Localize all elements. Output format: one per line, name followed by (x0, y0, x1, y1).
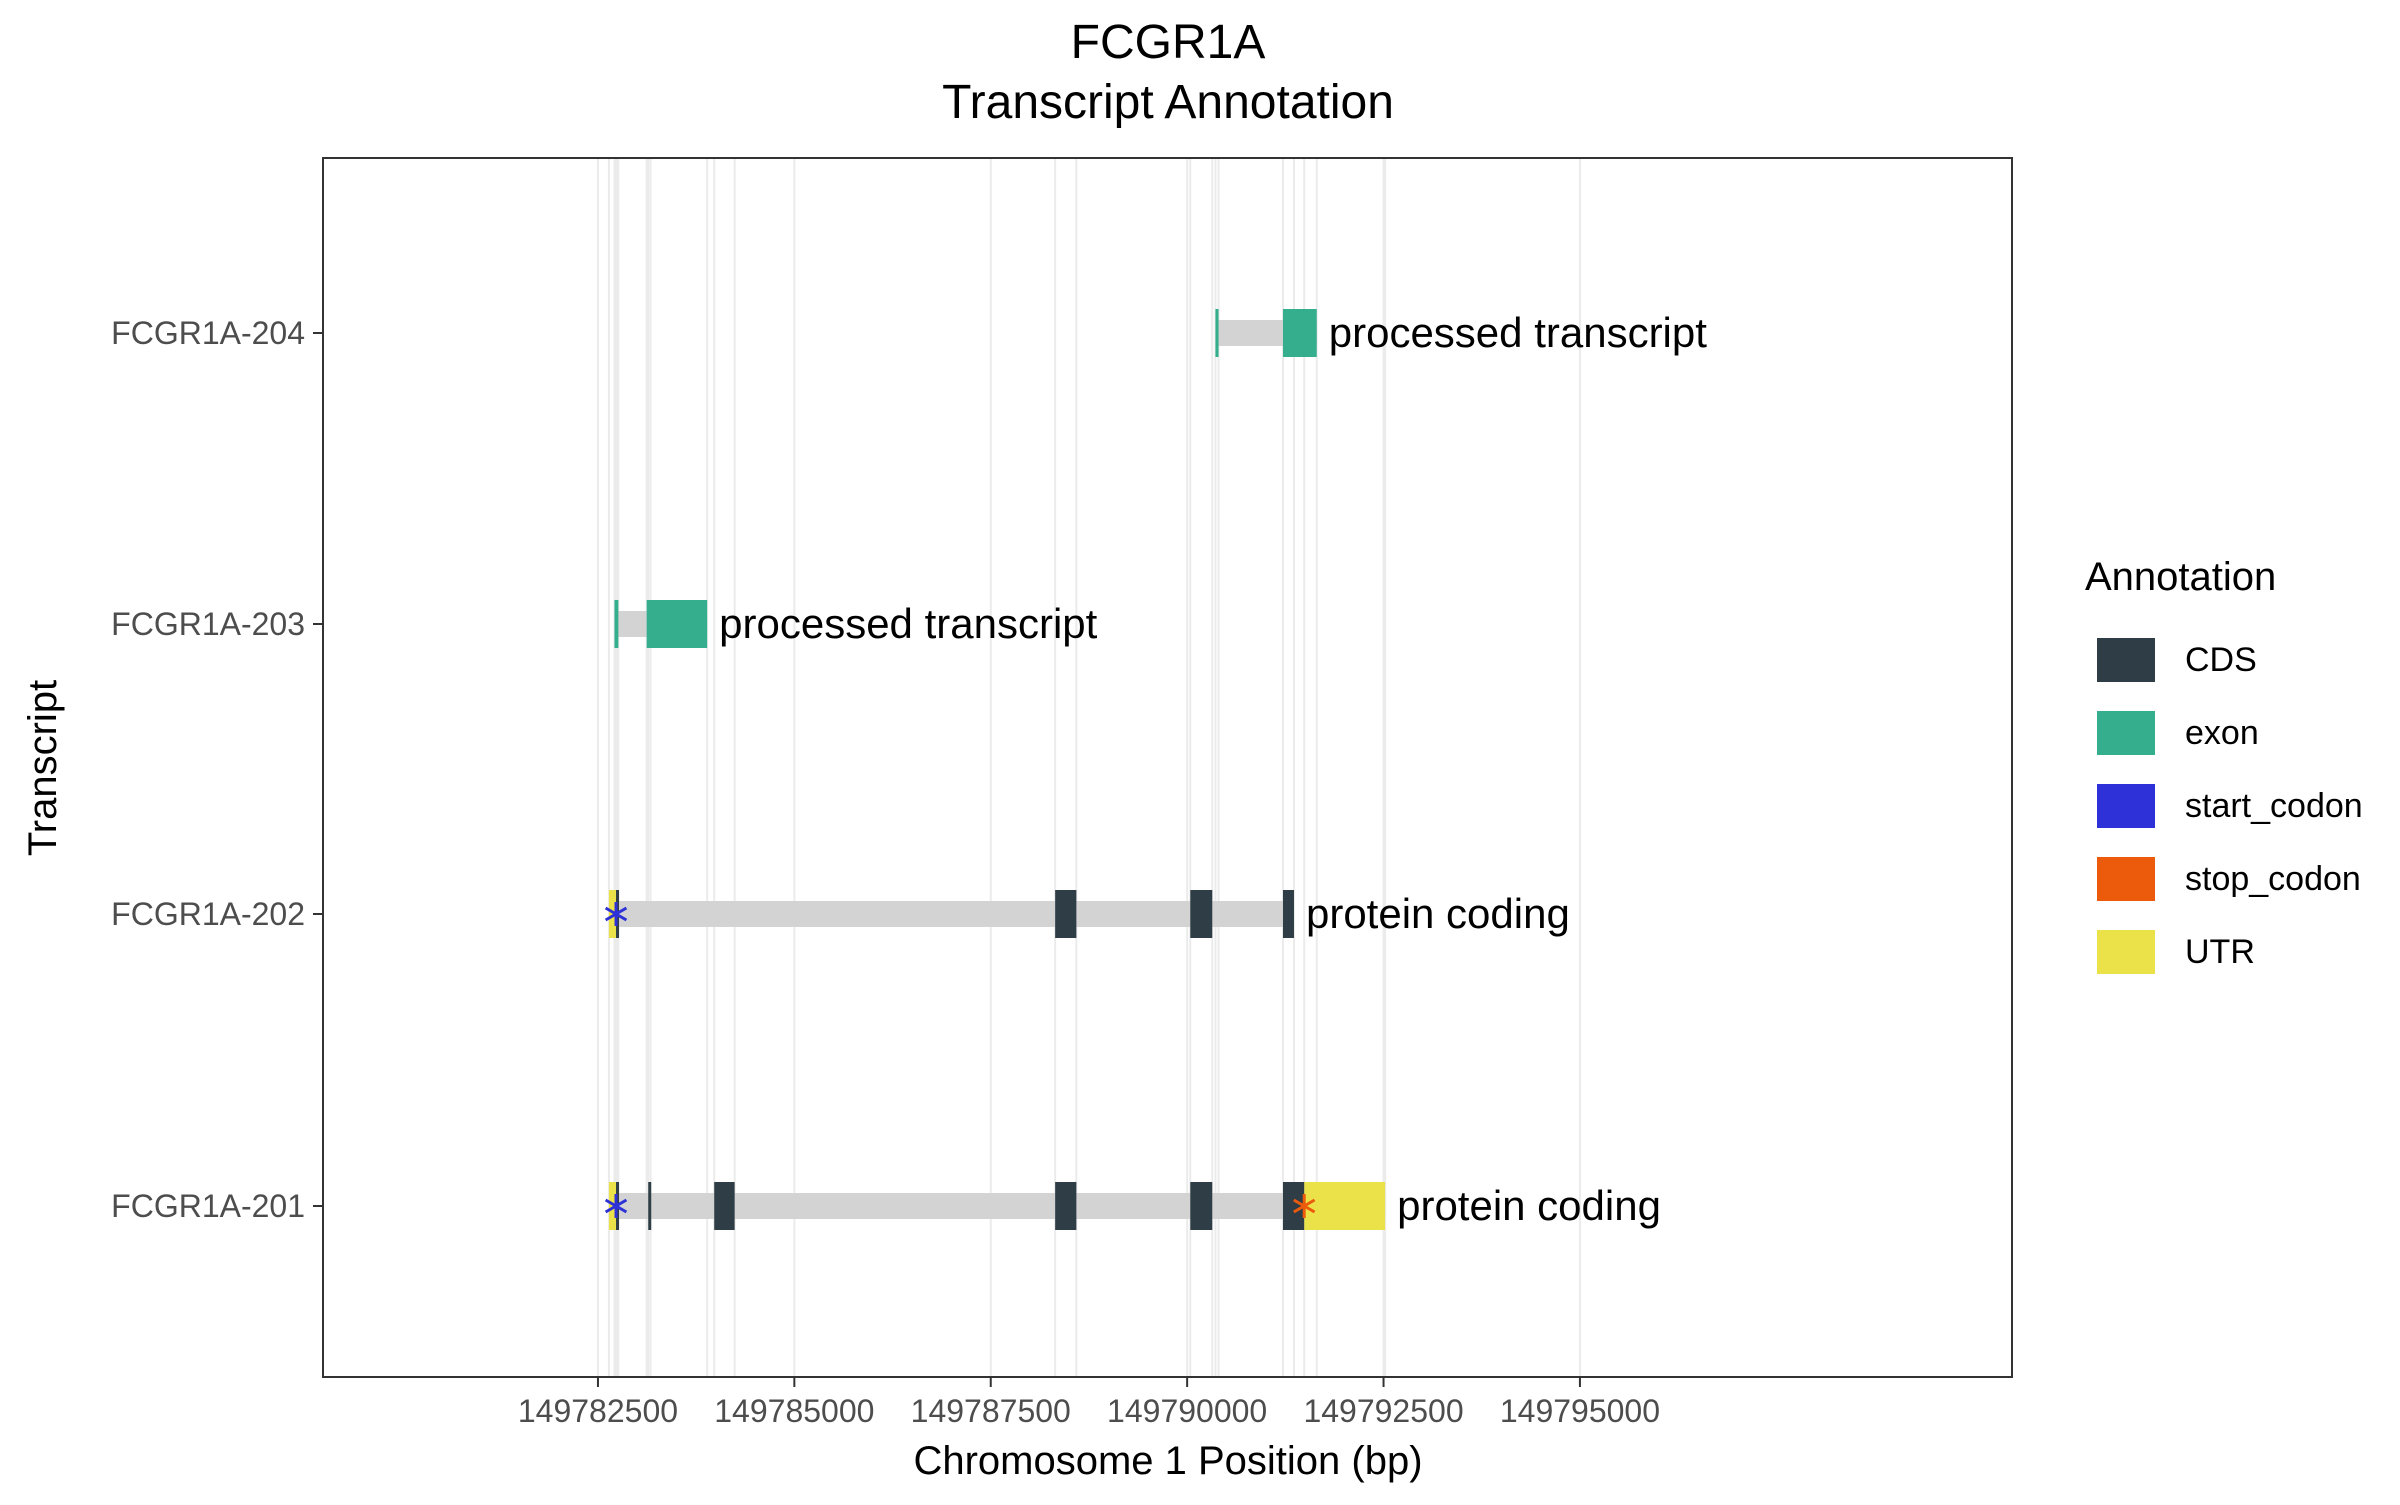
legend-label: CDS (2185, 641, 2257, 679)
transcript-type-label: protein coding (1397, 1182, 1661, 1229)
cds-block (1282, 1182, 1305, 1230)
legend-label: stop_codon (2185, 860, 2361, 898)
x-tick-label: 149795000 (1500, 1393, 1660, 1429)
cds-block (648, 1182, 652, 1230)
legend-key-exon (2097, 711, 2155, 755)
plot-layer: processed transcriptFCGR1A-204processed … (111, 157, 2363, 1429)
transcript-type-label: protein coding (1306, 890, 1570, 937)
y-tick-label: FCGR1A-204 (111, 315, 305, 351)
y-tick-label: FCGR1A-201 (111, 1188, 305, 1224)
y-tick-label: FCGR1A-202 (111, 896, 305, 932)
legend-key-stop-codon (2097, 857, 2155, 901)
intron-line (608, 901, 1294, 927)
grid-lines (596, 158, 1581, 1377)
legend-title: Annotation (2085, 555, 2276, 599)
x-tick-label: 149790000 (1107, 1393, 1267, 1429)
cds-block (714, 1182, 735, 1230)
marker-stroke (604, 906, 628, 922)
y-axis-label: Transcript (21, 680, 65, 856)
stop-codon-marker (1293, 1194, 1316, 1218)
transcript-track-fcgr1a-201: protein coding FCGR1A-201 (111, 1182, 1661, 1230)
legend-label: UTR (2185, 933, 2255, 971)
legend-key-start-codon (2097, 784, 2155, 828)
cds-block (1055, 890, 1077, 938)
exon-block (614, 600, 619, 648)
transcript-type-label: processed transcript (1329, 309, 1707, 356)
marker-stroke (1293, 1198, 1316, 1214)
utr-block (608, 890, 617, 938)
cds-block (1055, 1182, 1077, 1230)
marker-stroke (604, 1198, 628, 1214)
plot-panel (323, 158, 2012, 1377)
y-tick-label: FCGR1A-203 (111, 606, 305, 642)
exon-block (646, 600, 708, 648)
x-tick-label: 149792500 (1303, 1393, 1463, 1429)
legend-key-cds (2097, 638, 2155, 682)
x-tick-label: 149787500 (911, 1393, 1071, 1429)
intron-line (608, 1193, 1386, 1219)
plot-border (322, 157, 2013, 1378)
chart-subtitle: Transcript Annotation (942, 76, 1394, 129)
start-codon-marker (604, 1194, 628, 1218)
transcript-track-fcgr1a-202: protein coding FCGR1A-202 (111, 890, 1570, 938)
start-codon-marker (604, 902, 628, 926)
chart-title: FCGR1A (1071, 16, 1266, 69)
legend-key-utr (2097, 930, 2155, 974)
legend: CDS exon start_codon stop_codon UTR (2097, 638, 2363, 974)
cds-block (1282, 890, 1294, 938)
utr-block (1304, 1182, 1386, 1230)
legend-label: exon (2185, 714, 2259, 752)
x-tick-label: 149782500 (518, 1393, 678, 1429)
utr-block (608, 1182, 617, 1230)
exon-block (1282, 309, 1317, 357)
x-axis-ticks: 149782500 149785000 149787500 149790000 1497… (518, 1377, 1660, 1429)
legend-label: start_codon (2185, 787, 2363, 825)
x-axis-label: Chromosome 1 Position (bp) (913, 1439, 1422, 1483)
transcript-track-fcgr1a-203: processed transcript FCGR1A-203 (111, 600, 1098, 648)
exon-block (1215, 309, 1219, 357)
transcript-type-label: processed transcript (719, 600, 1097, 647)
cds-block (1190, 1182, 1213, 1230)
transcript-track-fcgr1a-204: processed transcript FCGR1A-204 (111, 309, 1707, 357)
x-tick-label: 149785000 (714, 1393, 874, 1429)
cds-block (1190, 890, 1213, 938)
